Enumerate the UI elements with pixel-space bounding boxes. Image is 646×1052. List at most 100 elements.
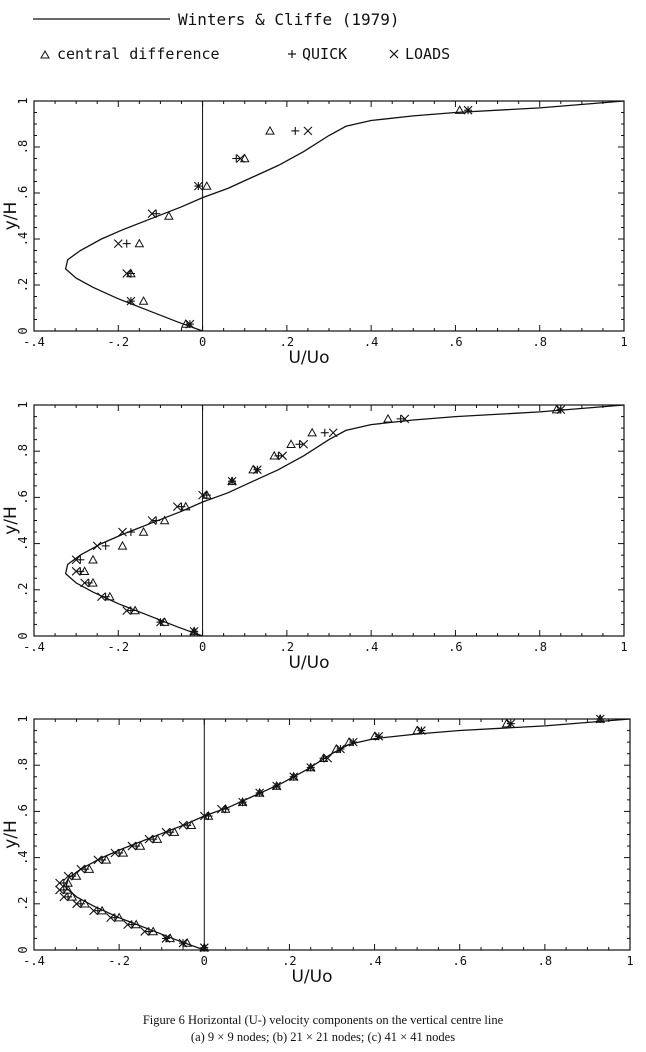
y-tick-label: .6	[16, 490, 30, 504]
plus-marker	[177, 502, 186, 511]
figure-caption-line-1: Figure 6 Horizontal (U-) velocity compon…	[143, 1013, 504, 1027]
cross-marker	[556, 405, 566, 415]
cross-marker	[92, 541, 102, 551]
y-axis-label: y/H	[1, 820, 21, 849]
plus-marker	[320, 428, 329, 437]
cross-marker	[236, 154, 245, 163]
legend-cross-marker	[389, 49, 399, 59]
triangle-marker	[265, 125, 275, 135]
triangle-marker	[164, 210, 174, 220]
plus-marker	[183, 821, 192, 830]
y-tick-label: .2	[16, 278, 30, 292]
y-tick-label: .8	[16, 444, 30, 458]
cross-marker	[93, 855, 103, 865]
cross-marker	[278, 451, 288, 461]
cross-marker	[144, 834, 154, 844]
plus-marker	[144, 927, 153, 936]
series-triangle	[126, 105, 465, 328]
plus-marker	[76, 567, 85, 576]
plus-marker	[76, 555, 85, 564]
cross-marker	[113, 239, 123, 248]
legend-plus-marker	[288, 50, 296, 58]
x-tick-label: .8	[538, 954, 552, 968]
y-tick-label: .4	[16, 850, 30, 864]
y-tick-label: 0	[16, 632, 30, 639]
cross-marker	[72, 899, 81, 909]
plus-marker	[126, 606, 135, 615]
triangle-marker	[88, 554, 98, 564]
reference-curve	[64, 404, 625, 637]
cross-marker	[299, 439, 309, 449]
plus-marker	[64, 892, 73, 901]
cross-marker	[161, 827, 171, 837]
y-tick-label: .6	[16, 804, 30, 818]
y-tick-label: .6	[16, 186, 30, 200]
plus-marker	[101, 541, 110, 550]
cross-marker	[198, 490, 207, 500]
y-tick-label: .8	[16, 758, 30, 772]
legend-triangle-marker	[40, 49, 50, 59]
y-tick-label: .2	[16, 583, 30, 597]
cross-marker	[172, 502, 182, 512]
x-axis-label: U/Uo	[288, 653, 329, 673]
triangle-marker	[454, 105, 465, 114]
chart-panel-b: -.4 -.2 0 .2 .4 .6 .8 1 0 .2 .4 .6 .8 1 U/Uo y/H	[1, 401, 628, 673]
x-tick-label: -.2	[108, 954, 130, 968]
x-tick-label: -.4	[23, 640, 45, 654]
plus-marker	[232, 154, 241, 163]
plus-marker	[101, 592, 110, 601]
x-tick-label: 0	[201, 954, 208, 968]
y-tick-label: 1	[16, 401, 30, 408]
x-tick-label: .4	[367, 954, 381, 968]
plus-marker	[84, 578, 93, 587]
cross-marker	[63, 871, 73, 881]
x-tick-label: .2	[282, 954, 296, 968]
triangle-marker	[138, 296, 149, 305]
triangle-marker	[159, 515, 170, 525]
plus-marker	[396, 414, 405, 423]
cross-marker	[272, 781, 282, 791]
cross-marker	[289, 772, 299, 782]
triangle-marker	[201, 181, 212, 190]
cross-marker	[328, 428, 338, 438]
plus-marker	[204, 812, 213, 821]
cross-marker	[323, 753, 333, 763]
cross-marker	[123, 920, 133, 929]
plus-marker	[295, 440, 304, 449]
cross-marker	[59, 892, 69, 902]
x-tick-label: 1	[620, 335, 627, 349]
cross-marker	[189, 626, 199, 636]
cross-marker	[185, 319, 195, 329]
x-axis-label: U/Uo	[288, 348, 329, 368]
series-cross	[113, 105, 473, 329]
plus-marker	[202, 491, 211, 500]
triangle-marker	[117, 540, 128, 550]
plus-marker	[152, 516, 161, 525]
cross-marker	[55, 885, 64, 895]
x-tick-label: -.2	[107, 640, 129, 654]
cross-marker	[71, 555, 81, 565]
y-tick-label: 0	[16, 327, 30, 334]
plus-marker	[319, 754, 328, 763]
x-tick-label: .6	[452, 954, 466, 968]
y-axis-label: y/H	[1, 202, 21, 231]
cross-marker	[110, 848, 120, 858]
legend: Winters & Cliffe (1979) central differen…	[33, 10, 450, 63]
x-tick-label: .2	[280, 335, 294, 349]
cross-marker	[156, 617, 165, 627]
x-axis-label: U/Uo	[291, 967, 332, 987]
plus-marker	[59, 879, 68, 888]
y-tick-label: 0	[16, 946, 30, 953]
plus-marker	[127, 920, 136, 929]
cross-marker	[161, 934, 171, 943]
figure-caption-line-2: (a) 9 × 9 nodes; (b) 21 × 21 nodes; (c) …	[191, 1030, 455, 1044]
x-tick-label: .8	[532, 335, 546, 349]
legend-label-loads: LOADS	[405, 45, 450, 63]
cross-marker	[374, 731, 384, 741]
plus-marker	[149, 835, 158, 844]
cross-marker	[303, 126, 313, 136]
plus-marker	[98, 855, 107, 864]
cross-marker	[255, 788, 265, 798]
cross-marker	[227, 476, 237, 486]
